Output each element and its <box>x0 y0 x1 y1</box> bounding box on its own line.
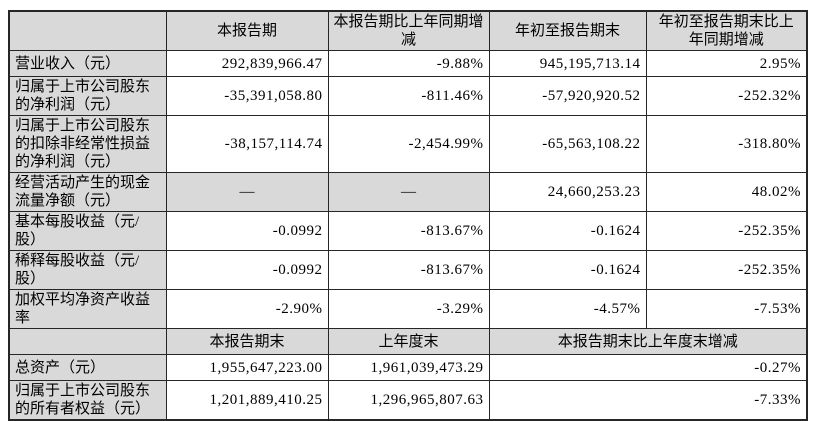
row-equity-label: 归属于上市公司股东的所有者权益（元） <box>8 380 167 421</box>
header-ytd-yoy: 年初至报告期末比上年同期增减 <box>645 10 808 51</box>
row-diluted-eps-label: 稀释每股收益（元/股） <box>8 250 167 290</box>
row-roe-period: -2.90% <box>165 289 329 329</box>
row-net-profit-excl-nonrecurring: 归属于上市公司股东的扣除非经常性损益的净利润（元） -38,157,114.74… <box>8 115 808 173</box>
row-net-profit-excl-period-yoy: -2,454.99% <box>327 115 490 173</box>
row-roe-ytd-yoy: -7.53% <box>645 289 808 329</box>
row-net-profit-ytd: -57,920,920.52 <box>488 76 647 116</box>
row-cash-flow-period-dash: — <box>165 172 329 212</box>
header-blank-2 <box>8 328 167 355</box>
row-shareholders-equity: 归属于上市公司股东的所有者权益（元） 1,201,889,410.25 1,29… <box>8 380 808 421</box>
row-total-assets-change: -0.27% <box>488 354 808 381</box>
row-cash-flow-ytd-yoy: 48.02% <box>645 172 808 212</box>
row-diluted-eps-ytd-yoy: -252.35% <box>645 250 808 290</box>
row-equity-change: -7.33% <box>488 380 808 421</box>
row-revenue-label: 营业收入（元） <box>8 50 167 77</box>
row-net-profit-excl-ytd: -65,563,108.22 <box>488 115 647 173</box>
financial-summary-table: 本报告期 本报告期比上年同期增减 年初至报告期末 年初至报告期末比上年同期增减 … <box>8 10 808 421</box>
header-period-end-change: 本报告期末比上年度末增减 <box>488 328 808 355</box>
row-net-profit-excl-period: -38,157,114.74 <box>165 115 329 173</box>
row-basic-eps-ytd: -0.1624 <box>488 211 647 251</box>
row-roe-label: 加权平均净资产收益率 <box>8 289 167 329</box>
row-revenue-period: 292,839,966.47 <box>165 50 329 77</box>
row-revenue-period-yoy: -9.88% <box>327 50 490 77</box>
row-total-assets: 总资产（元） 1,955,647,223.00 1,961,039,473.29… <box>8 354 808 381</box>
row-net-profit-period: -35,391,058.80 <box>165 76 329 116</box>
row-net-profit-excl-ytd-yoy: -318.80% <box>645 115 808 173</box>
row-total-assets-prior: 1,961,039,473.29 <box>327 354 490 381</box>
header-ytd: 年初至报告期末 <box>488 10 647 51</box>
row-basic-eps-period: -0.0992 <box>165 211 329 251</box>
header-period-yoy: 本报告期比上年同期增减 <box>327 10 490 51</box>
row-net-profit-label: 归属于上市公司股东的净利润（元） <box>8 76 167 116</box>
row-equity-current: 1,201,889,410.25 <box>165 380 329 421</box>
row-operating-cash-flow: 经营活动产生的现金流量净额（元） — — 24,660,253.23 48.02… <box>8 172 808 212</box>
row-roe-period-yoy: -3.29% <box>327 289 490 329</box>
row-net-profit: 归属于上市公司股东的净利润（元） -35,391,058.80 -811.46%… <box>8 76 808 116</box>
row-revenue: 营业收入（元） 292,839,966.47 -9.88% 945,195,71… <box>8 50 808 77</box>
row-revenue-ytd-yoy: 2.95% <box>645 50 808 77</box>
row-basic-eps-period-yoy: -813.67% <box>327 211 490 251</box>
row-diluted-eps-period: -0.0992 <box>165 250 329 290</box>
row-total-assets-label: 总资产（元） <box>8 354 167 381</box>
row-cash-flow-ytd: 24,660,253.23 <box>488 172 647 212</box>
row-basic-eps-ytd-yoy: -252.35% <box>645 211 808 251</box>
row-equity-prior: 1,296,965,807.63 <box>327 380 490 421</box>
header-row-period-end: 本报告期末 上年度末 本报告期末比上年度末增减 <box>8 328 808 355</box>
header-period: 本报告期 <box>165 10 329 51</box>
row-basic-eps-label: 基本每股收益（元/股） <box>8 211 167 251</box>
header-prior-year-end: 上年度末 <box>327 328 490 355</box>
header-period-end: 本报告期末 <box>165 328 329 355</box>
header-blank <box>8 10 167 51</box>
row-basic-eps: 基本每股收益（元/股） -0.0992 -813.67% -0.1624 -25… <box>8 211 808 251</box>
header-row-period: 本报告期 本报告期比上年同期增减 年初至报告期末 年初至报告期末比上年同期增减 <box>8 10 808 51</box>
row-diluted-eps-period-yoy: -813.67% <box>327 250 490 290</box>
row-diluted-eps-ytd: -0.1624 <box>488 250 647 290</box>
row-roe-ytd: -4.57% <box>488 289 647 329</box>
row-total-assets-current: 1,955,647,223.00 <box>165 354 329 381</box>
row-net-profit-ytd-yoy: -252.32% <box>645 76 808 116</box>
row-revenue-ytd: 945,195,713.14 <box>488 50 647 77</box>
row-weighted-avg-roe: 加权平均净资产收益率 -2.90% -3.29% -4.57% -7.53% <box>8 289 808 329</box>
row-diluted-eps: 稀释每股收益（元/股） -0.0992 -813.67% -0.1624 -25… <box>8 250 808 290</box>
financial-summary: 本报告期 本报告期比上年同期增减 年初至报告期末 年初至报告期末比上年同期增减 … <box>8 10 808 421</box>
row-cash-flow-period-yoy-dash: — <box>327 172 490 212</box>
row-net-profit-period-yoy: -811.46% <box>327 76 490 116</box>
row-net-profit-excl-label: 归属于上市公司股东的扣除非经常性损益的净利润（元） <box>8 115 167 173</box>
row-cash-flow-label: 经营活动产生的现金流量净额（元） <box>8 172 167 212</box>
